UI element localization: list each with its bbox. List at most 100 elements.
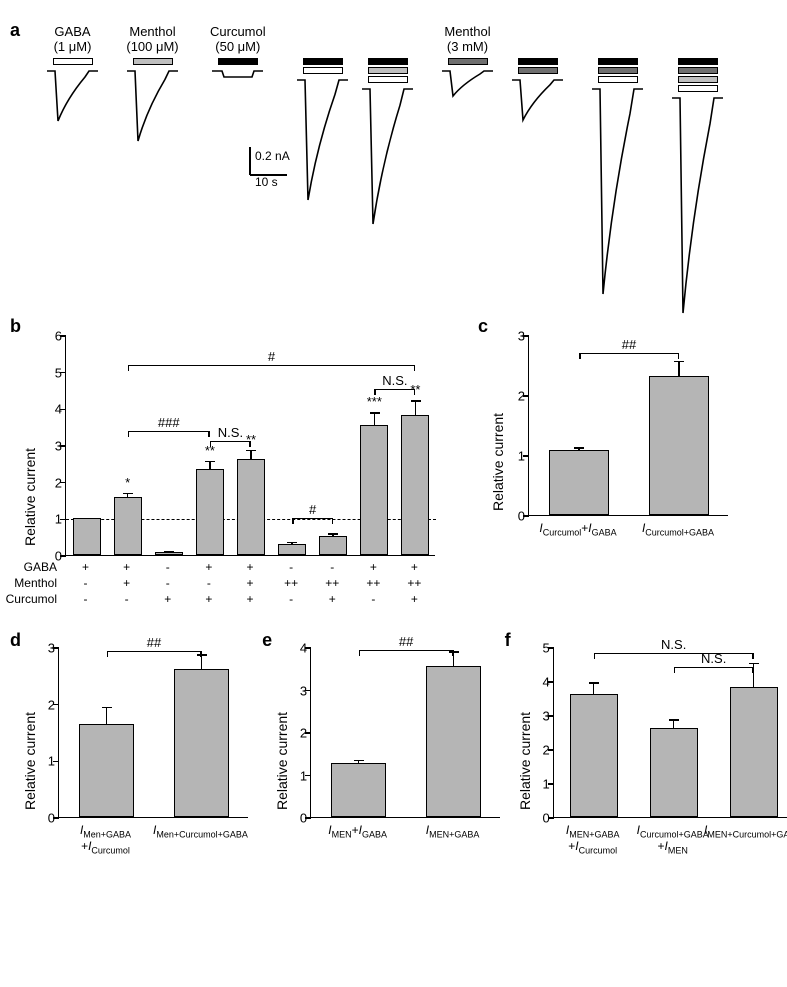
bracket-label: # [309,502,316,517]
panel-a: a GABA(1 μM) Menthol(100 μM) Curcumol(50… [10,20,777,310]
trace-svg [210,66,265,87]
xrow-label: GABA [0,560,57,574]
xlabel: IMen+GABA+ICurcumol [56,824,156,855]
ytick-label: 1 [507,449,525,464]
bar [360,425,388,555]
ytick-label: 0 [289,811,307,826]
xlabel: IMen+Curcumol+GABA [151,824,251,840]
bar [650,728,698,817]
trace-title: Menthol(3 mM) [444,25,490,55]
ytick-label: 2 [289,726,307,741]
xrow-val: + [402,592,426,606]
bracket-label: ## [147,635,161,650]
trace-title: GABA(1 μM) [54,25,92,55]
xrow-val: + [320,592,344,606]
xrow-val: ++ [361,576,385,590]
trace-svg [360,84,415,234]
bracket-label: N.S. [661,637,686,652]
app-bar-light [133,58,173,65]
bracket-label: ## [622,337,636,352]
xrow-val: + [197,560,221,574]
ytick-label: 2 [507,389,525,404]
trace-2: Curcumol(50 μM) [210,25,266,87]
ytick-label: 3 [507,329,525,344]
trace-svg [510,75,565,130]
bar [401,415,429,555]
trace-svg [125,66,180,151]
app-bar-dark [218,58,258,65]
chart-c: 0123## [528,336,728,516]
ytick-label: 4 [289,641,307,656]
xrow-val: + [115,560,139,574]
trace-5: Menthol(3 mM) [440,25,495,106]
panel-f-label: f [505,630,511,651]
panel-c: c Relative current 0123## ICurcumol+IGAB… [478,316,768,616]
xrow-val: + [361,560,385,574]
app-bar-mid [598,67,638,74]
xrow-val: + [238,592,262,606]
ytick-label: 1 [44,512,62,527]
ytick-label: 6 [44,329,62,344]
ytick-label: 4 [44,402,62,417]
scalebar-y: 0.2 nA [255,149,290,163]
xrow-val: - [115,592,139,606]
app-bar-mid [518,67,558,74]
app-bar-mid [678,67,718,74]
scalebar-x: 10 s [255,175,278,189]
app-bar-white [368,76,408,83]
panel-b: b Relative current 0123456**********####… [10,316,460,616]
ytick-label: 2 [532,743,550,758]
panel-f-ylabel: Relative current [517,712,533,810]
bar [79,724,134,818]
xrow-val: - [197,576,221,590]
chart-f: 012345N.S.N.S. [553,648,787,818]
xrow-val: - [74,576,98,590]
xrow-val: + [74,560,98,574]
bracket-label: ### [158,415,180,430]
bar [196,469,224,555]
panel-a-label: a [10,20,20,41]
xrow-val: + [115,576,139,590]
bar [114,497,142,555]
app-bar-dark [518,58,558,65]
xrow-val: - [361,592,385,606]
trace-svg [45,66,100,131]
xlabel: IMEN+IGABA [308,824,408,840]
ytick-label: 2 [37,697,55,712]
bar [73,518,101,555]
panel-b-ylabel: Relative current [22,448,38,546]
xlabel: IMEN+Curcumol+GABA [703,824,787,840]
xrow-val: ++ [402,576,426,590]
bar [570,694,618,817]
xrow-val: - [320,560,344,574]
panel-e-label: e [262,630,272,651]
xrow-val: + [197,592,221,606]
app-bar-dark [598,58,638,65]
app-bar-mid [448,58,488,65]
bar [174,669,229,817]
app-bar-light [678,76,718,83]
trace-0: GABA(1 μM) [45,25,100,131]
panel-c-ylabel: Relative current [490,413,506,511]
trace-1: Menthol(100 μM) [125,25,180,151]
ytick-label: 1 [37,754,55,769]
ytick-label: 3 [532,709,550,724]
panel-c-label: c [478,316,488,337]
bracket-label: ## [399,634,413,649]
bar [549,450,609,515]
xlabel: ICurcumol+IGABA [528,522,628,538]
ytick-label: 3 [37,641,55,656]
trace-title: Menthol(100 μM) [126,25,178,55]
panel-e: e Relative current 01234## IMEN+IGABAIME… [262,630,487,890]
xrow-val: + [156,592,180,606]
app-bar-white [303,67,343,74]
bracket-label: # [268,349,275,364]
bar [649,376,709,515]
ytick-label: 1 [289,768,307,783]
xrow-val: - [74,592,98,606]
chart-b: 0123456**********####N.S.#N.S. [65,336,435,556]
app-bar-dark [303,58,343,65]
bracket-label: N.S. [701,651,726,666]
scalebar: 0.2 nA 10 s [245,145,305,195]
ytick-label: 3 [289,683,307,698]
